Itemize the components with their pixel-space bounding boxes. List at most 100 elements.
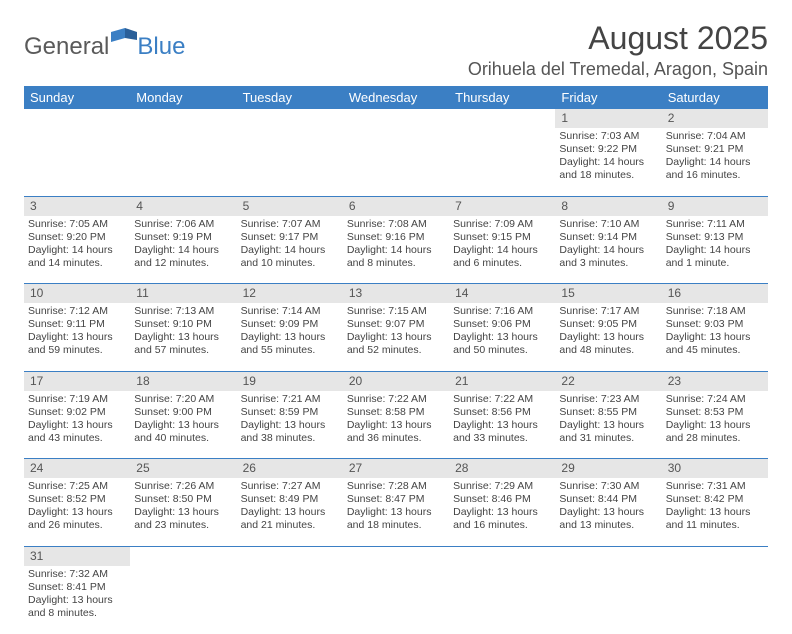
weekday-header: Sunday	[24, 86, 130, 109]
day-content: Sunrise: 7:32 AMSunset: 8:41 PMDaylight:…	[28, 568, 126, 621]
day-number-cell: 5	[237, 196, 343, 216]
day-number-cell	[343, 109, 449, 128]
day-content-cell: Sunrise: 7:23 AMSunset: 8:55 PMDaylight:…	[555, 391, 661, 459]
day-content: Sunrise: 7:06 AMSunset: 9:19 PMDaylight:…	[134, 218, 232, 271]
day-content-cell: Sunrise: 7:30 AMSunset: 8:44 PMDaylight:…	[555, 478, 661, 546]
weekday-header: Tuesday	[237, 86, 343, 109]
day-number-cell: 8	[555, 196, 661, 216]
day-number-cell: 10	[24, 284, 130, 304]
day-content-cell: Sunrise: 7:32 AMSunset: 8:41 PMDaylight:…	[24, 566, 130, 634]
day-number-cell: 22	[555, 371, 661, 391]
flag-icon	[111, 28, 137, 51]
daynum-row: 24252627282930	[24, 459, 768, 479]
content-row: Sunrise: 7:03 AMSunset: 9:22 PMDaylight:…	[24, 128, 768, 196]
day-content-cell: Sunrise: 7:28 AMSunset: 8:47 PMDaylight:…	[343, 478, 449, 546]
day-content-cell: Sunrise: 7:22 AMSunset: 8:58 PMDaylight:…	[343, 391, 449, 459]
day-content-cell	[237, 128, 343, 196]
day-number-cell: 21	[449, 371, 555, 391]
day-number-cell: 3	[24, 196, 130, 216]
content-row: Sunrise: 7:25 AMSunset: 8:52 PMDaylight:…	[24, 478, 768, 546]
day-number-cell: 19	[237, 371, 343, 391]
logo: General Blue	[24, 28, 185, 65]
location: Orihuela del Tremedal, Aragon, Spain	[468, 59, 768, 80]
header: General Blue August 2025 Orihuela del Tr…	[24, 20, 768, 80]
title-block: August 2025 Orihuela del Tremedal, Arago…	[468, 20, 768, 80]
day-content-cell: Sunrise: 7:21 AMSunset: 8:59 PMDaylight:…	[237, 391, 343, 459]
day-content: Sunrise: 7:31 AMSunset: 8:42 PMDaylight:…	[666, 480, 764, 533]
day-number-cell: 14	[449, 284, 555, 304]
day-content-cell: Sunrise: 7:06 AMSunset: 9:19 PMDaylight:…	[130, 216, 236, 284]
day-number-cell	[449, 109, 555, 128]
day-number-cell: 30	[662, 459, 768, 479]
day-content-cell: Sunrise: 7:18 AMSunset: 9:03 PMDaylight:…	[662, 303, 768, 371]
content-row: Sunrise: 7:12 AMSunset: 9:11 PMDaylight:…	[24, 303, 768, 371]
day-number-cell: 25	[130, 459, 236, 479]
day-content-cell	[449, 566, 555, 634]
day-number-cell: 6	[343, 196, 449, 216]
day-content: Sunrise: 7:04 AMSunset: 9:21 PMDaylight:…	[666, 130, 764, 183]
day-number-cell: 9	[662, 196, 768, 216]
day-content-cell	[449, 128, 555, 196]
logo-text-blue: Blue	[137, 33, 185, 61]
day-content-cell: Sunrise: 7:14 AMSunset: 9:09 PMDaylight:…	[237, 303, 343, 371]
day-content-cell: Sunrise: 7:15 AMSunset: 9:07 PMDaylight:…	[343, 303, 449, 371]
day-number-cell	[237, 109, 343, 128]
day-content-cell: Sunrise: 7:10 AMSunset: 9:14 PMDaylight:…	[555, 216, 661, 284]
day-content-cell	[343, 566, 449, 634]
day-number-cell	[662, 546, 768, 566]
day-content: Sunrise: 7:18 AMSunset: 9:03 PMDaylight:…	[666, 305, 764, 358]
day-content-cell	[555, 566, 661, 634]
day-content-cell: Sunrise: 7:07 AMSunset: 9:17 PMDaylight:…	[237, 216, 343, 284]
day-content: Sunrise: 7:13 AMSunset: 9:10 PMDaylight:…	[134, 305, 232, 358]
day-content-cell: Sunrise: 7:19 AMSunset: 9:02 PMDaylight:…	[24, 391, 130, 459]
calendar-body: 12Sunrise: 7:03 AMSunset: 9:22 PMDayligh…	[24, 109, 768, 634]
day-content-cell: Sunrise: 7:05 AMSunset: 9:20 PMDaylight:…	[24, 216, 130, 284]
daynum-row: 17181920212223	[24, 371, 768, 391]
day-content: Sunrise: 7:16 AMSunset: 9:06 PMDaylight:…	[453, 305, 551, 358]
day-content: Sunrise: 7:28 AMSunset: 8:47 PMDaylight:…	[347, 480, 445, 533]
day-content-cell	[343, 128, 449, 196]
weekday-header: Monday	[130, 86, 236, 109]
day-number-cell: 26	[237, 459, 343, 479]
day-number-cell	[24, 109, 130, 128]
day-content: Sunrise: 7:12 AMSunset: 9:11 PMDaylight:…	[28, 305, 126, 358]
day-number-cell: 28	[449, 459, 555, 479]
day-content: Sunrise: 7:17 AMSunset: 9:05 PMDaylight:…	[559, 305, 657, 358]
day-content: Sunrise: 7:22 AMSunset: 8:58 PMDaylight:…	[347, 393, 445, 446]
day-content-cell: Sunrise: 7:24 AMSunset: 8:53 PMDaylight:…	[662, 391, 768, 459]
day-content: Sunrise: 7:26 AMSunset: 8:50 PMDaylight:…	[134, 480, 232, 533]
day-content-cell: Sunrise: 7:31 AMSunset: 8:42 PMDaylight:…	[662, 478, 768, 546]
day-content: Sunrise: 7:14 AMSunset: 9:09 PMDaylight:…	[241, 305, 339, 358]
day-content-cell: Sunrise: 7:12 AMSunset: 9:11 PMDaylight:…	[24, 303, 130, 371]
logo-text-general: General	[24, 33, 109, 61]
day-number-cell: 4	[130, 196, 236, 216]
day-number-cell: 7	[449, 196, 555, 216]
day-content: Sunrise: 7:23 AMSunset: 8:55 PMDaylight:…	[559, 393, 657, 446]
day-number-cell: 11	[130, 284, 236, 304]
day-content-cell: Sunrise: 7:04 AMSunset: 9:21 PMDaylight:…	[662, 128, 768, 196]
day-content: Sunrise: 7:22 AMSunset: 8:56 PMDaylight:…	[453, 393, 551, 446]
day-number-cell: 24	[24, 459, 130, 479]
day-content-cell: Sunrise: 7:25 AMSunset: 8:52 PMDaylight:…	[24, 478, 130, 546]
content-row: Sunrise: 7:05 AMSunset: 9:20 PMDaylight:…	[24, 216, 768, 284]
day-number-cell: 13	[343, 284, 449, 304]
day-number-cell	[237, 546, 343, 566]
day-content: Sunrise: 7:25 AMSunset: 8:52 PMDaylight:…	[28, 480, 126, 533]
day-number-cell: 17	[24, 371, 130, 391]
day-content-cell	[130, 566, 236, 634]
day-number-cell	[130, 546, 236, 566]
content-row: Sunrise: 7:32 AMSunset: 8:41 PMDaylight:…	[24, 566, 768, 634]
day-number-cell: 31	[24, 546, 130, 566]
day-content-cell	[24, 128, 130, 196]
weekday-header: Thursday	[449, 86, 555, 109]
day-number-cell: 1	[555, 109, 661, 128]
day-number-cell: 16	[662, 284, 768, 304]
day-number-cell	[130, 109, 236, 128]
day-content: Sunrise: 7:15 AMSunset: 9:07 PMDaylight:…	[347, 305, 445, 358]
day-content: Sunrise: 7:07 AMSunset: 9:17 PMDaylight:…	[241, 218, 339, 271]
day-number-cell: 27	[343, 459, 449, 479]
daynum-row: 31	[24, 546, 768, 566]
day-content-cell: Sunrise: 7:16 AMSunset: 9:06 PMDaylight:…	[449, 303, 555, 371]
day-content: Sunrise: 7:10 AMSunset: 9:14 PMDaylight:…	[559, 218, 657, 271]
day-content-cell: Sunrise: 7:20 AMSunset: 9:00 PMDaylight:…	[130, 391, 236, 459]
